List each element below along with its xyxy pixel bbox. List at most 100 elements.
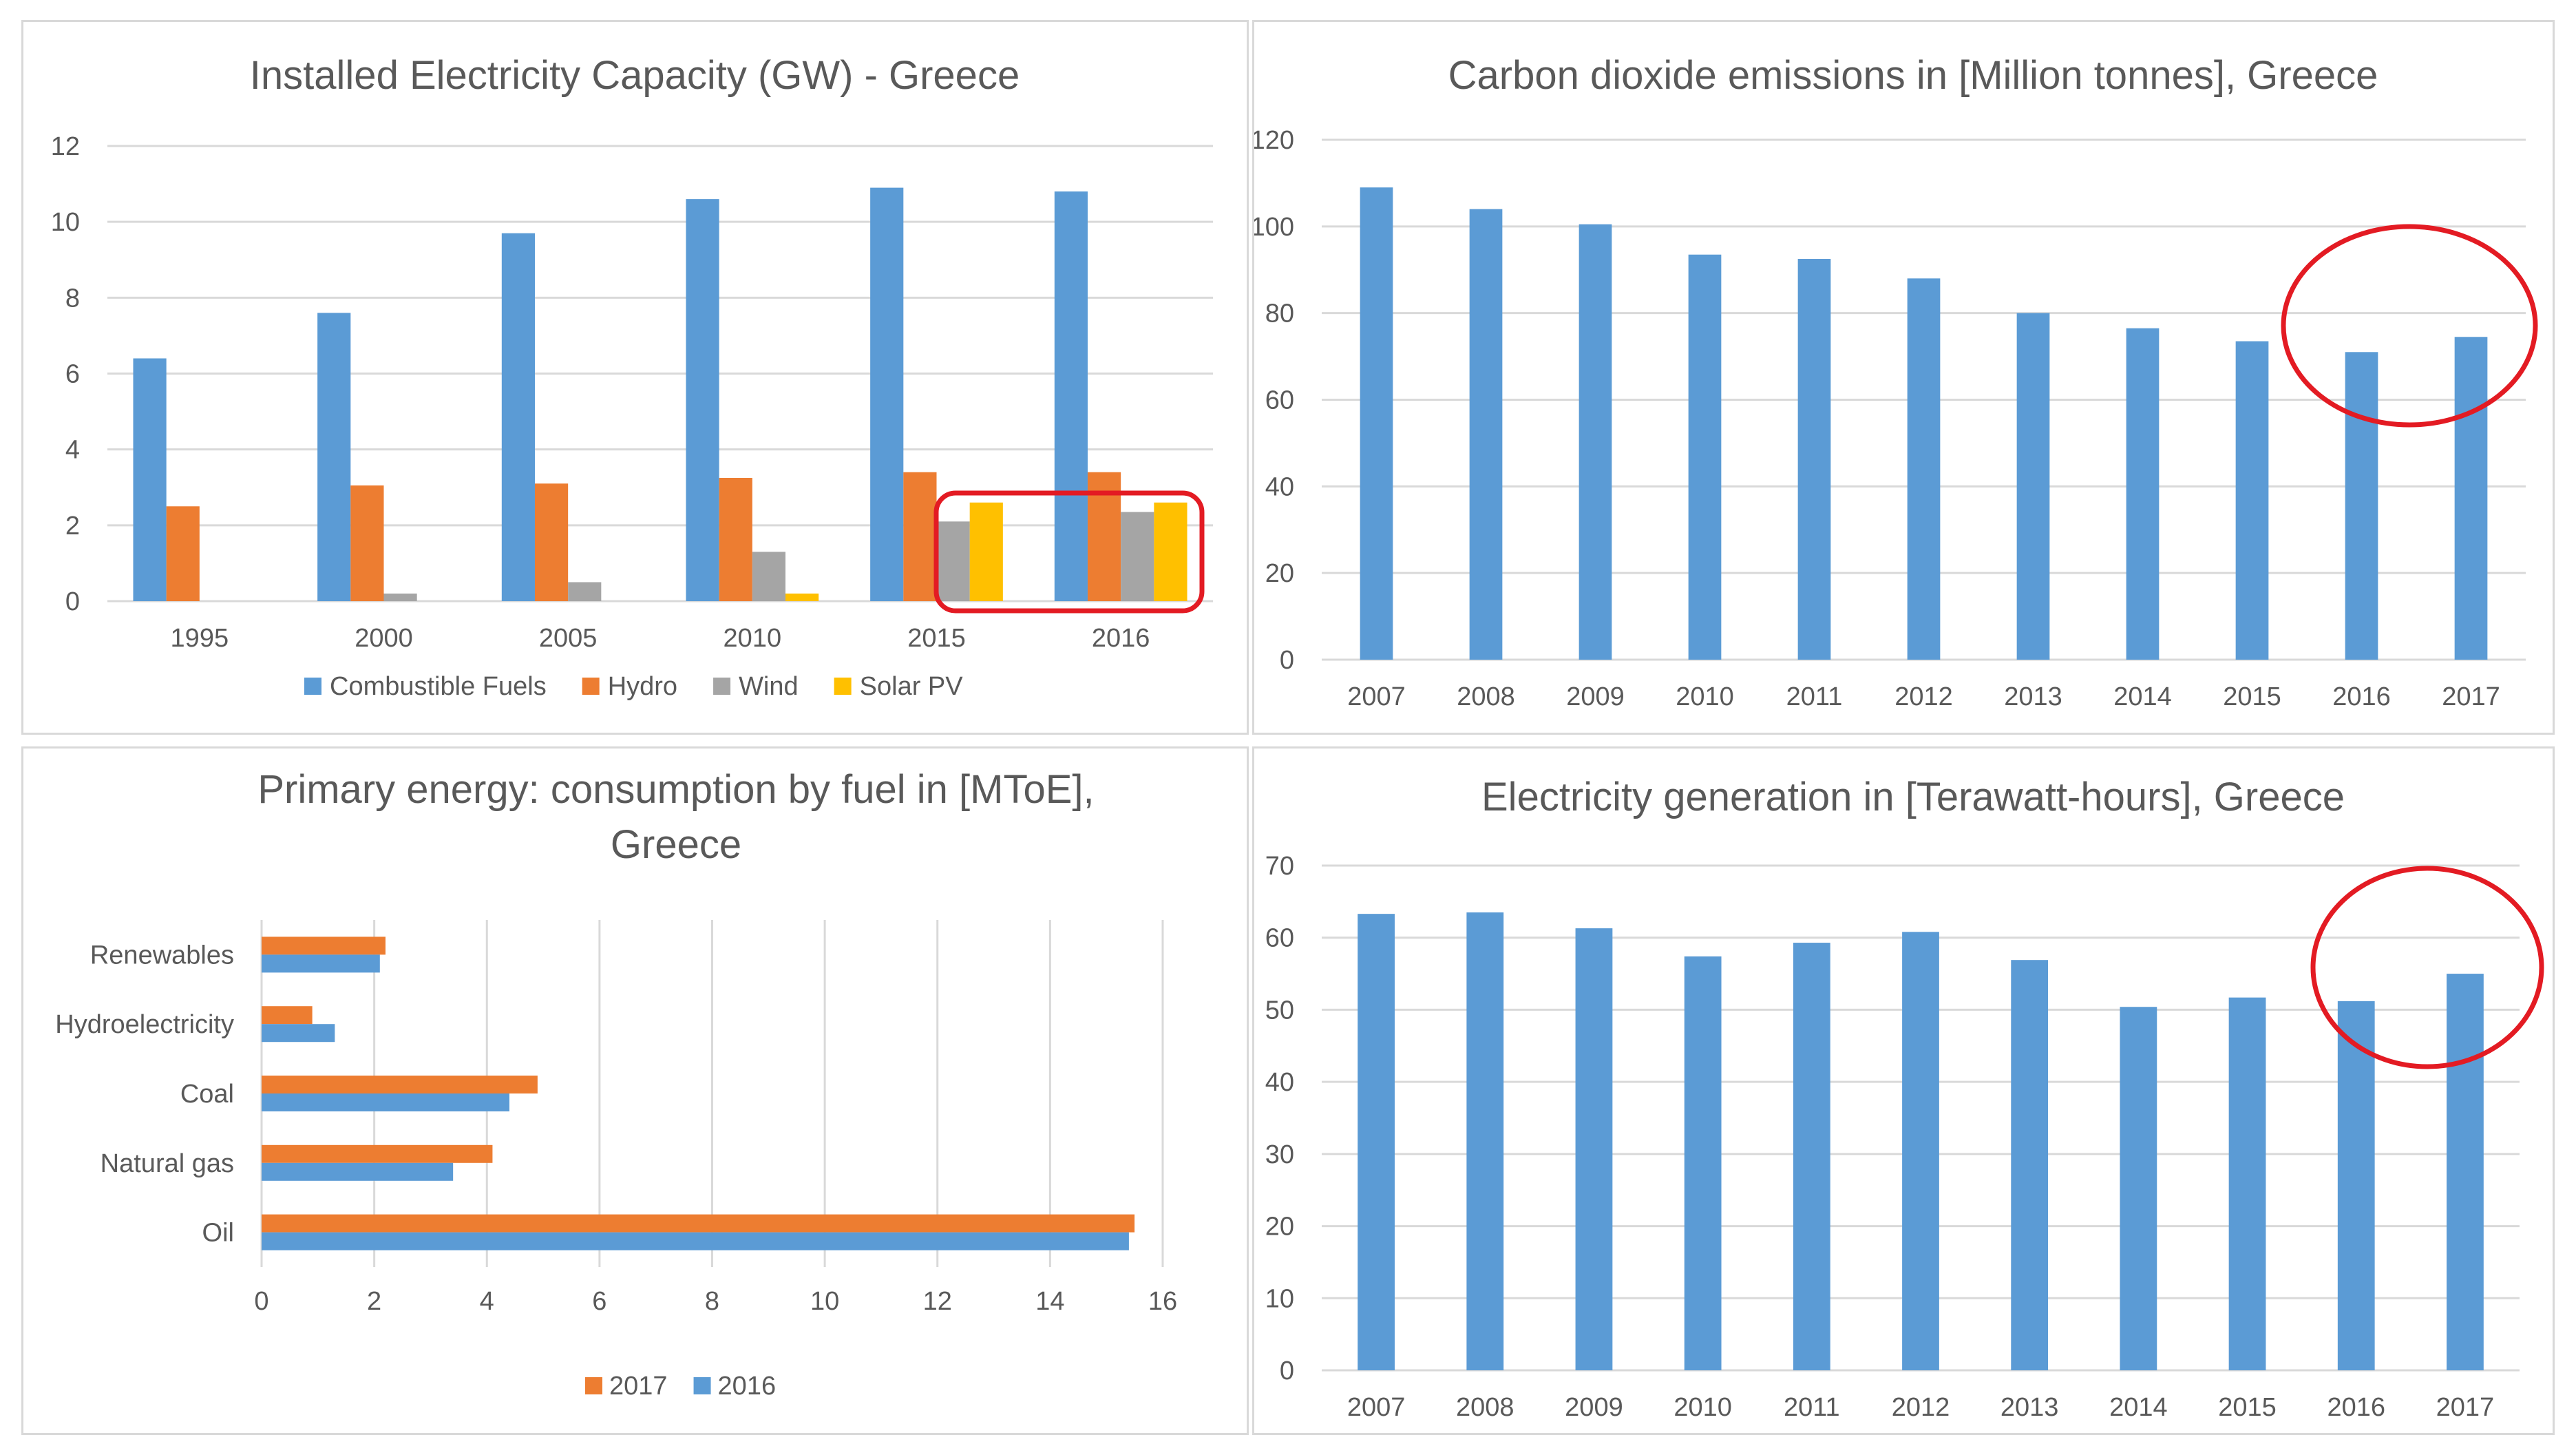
x-tick-label: 2012: [1894, 682, 1953, 711]
bar-hydroelectricity-2017: [262, 1006, 313, 1025]
x-tick-label: 0: [254, 1287, 268, 1316]
energy-chart-panel: Primary energy: consumption by fuel in […: [21, 746, 1249, 1435]
bar-2010-solar-pv: [785, 593, 819, 601]
bar-coal-2017: [262, 1076, 538, 1093]
x-tick-label: 2013: [2000, 1393, 2059, 1422]
bar-2013-co2-emissions: [2016, 313, 2050, 660]
x-tick-label: 2017: [2436, 1393, 2495, 1422]
chart-title: Installed Electricity Capacity (GW) - Gr…: [250, 53, 1020, 98]
x-tick-label: 2011: [1784, 1393, 1840, 1422]
bar-2014-co2-emissions: [2126, 328, 2160, 660]
x-tick-label: 2016: [1092, 624, 1150, 653]
bar-2015-co2-emissions: [2235, 341, 2269, 660]
y-tick-label: 8: [65, 284, 80, 313]
bar-2010-hydro: [719, 477, 752, 601]
x-tick-label: 2016: [2332, 682, 2391, 711]
bar-2015-combustible-fuels: [870, 187, 904, 601]
y-tick-label: 120: [1254, 126, 1294, 155]
x-tick-label: 2015: [2223, 682, 2281, 711]
x-tick-label: 2: [367, 1287, 381, 1316]
electricity-chart: Electricity generation in [Terawatt-hour…: [1265, 775, 2544, 1422]
y-tick-label: 0: [1280, 646, 1294, 675]
co2-chart-panel: Carbon dioxide emissions in [Million ton…: [1252, 20, 2555, 735]
x-tick-label: 2010: [724, 624, 782, 653]
highlight-circle: [2310, 866, 2544, 1069]
x-tick-label: 2017: [2442, 682, 2500, 711]
x-tick-label: 2016: [2327, 1393, 2385, 1422]
legend-label: Combustible Fuels: [330, 672, 547, 701]
bar-2015-solar-pv: [969, 502, 1003, 601]
x-tick-label: 16: [1148, 1287, 1177, 1316]
bar-1995-hydro: [166, 506, 200, 601]
highlight-circle: [2281, 224, 2538, 428]
bar-2015-wind: [936, 521, 970, 601]
bar-renewables-2017: [262, 936, 386, 955]
capacity-chart-panel: Installed Electricity Capacity (GW) - Gr…: [21, 20, 1249, 735]
energy-chart: Primary energy: consumption by fuel in […: [55, 767, 1177, 1401]
y-tick-label: 50: [1265, 996, 1294, 1025]
bar-2010-electricity-generation: [1684, 956, 1722, 1370]
bar-2016-wind: [1121, 512, 1154, 601]
bar-2009-electricity-generation: [1575, 928, 1613, 1370]
y-tick-label: 100: [1254, 213, 1294, 242]
x-tick-label: 2008: [1457, 682, 1515, 711]
legend-label: Solar PV: [860, 672, 964, 701]
bar-hydroelectricity-2016: [262, 1024, 335, 1043]
y-tick-label: 60: [1265, 924, 1294, 953]
x-tick-label: 14: [1035, 1287, 1064, 1316]
bar-2000-combustible-fuels: [317, 313, 351, 601]
y-tick-label: Oil: [202, 1219, 234, 1248]
y-tick-label: 0: [65, 587, 80, 616]
bar-2005-wind: [568, 582, 602, 601]
y-tick-label: Renewables: [90, 941, 234, 970]
y-tick-label: 60: [1265, 386, 1294, 415]
bar-2005-combustible-fuels: [501, 233, 535, 602]
y-tick-label: 4: [65, 436, 80, 465]
y-tick-label: 0: [1280, 1357, 1294, 1385]
x-tick-label: 2009: [1565, 1393, 1623, 1422]
y-tick-label: 2: [65, 512, 80, 541]
y-tick-label: Coal: [180, 1080, 234, 1109]
bar-2007-electricity-generation: [1358, 914, 1395, 1370]
bar-2014-electricity-generation: [2120, 1007, 2157, 1370]
legend-swatch-hydro: [582, 678, 600, 695]
bar-2010-wind: [752, 552, 786, 601]
bar-coal-2016: [262, 1093, 509, 1111]
y-tick-label: 40: [1265, 1068, 1294, 1097]
y-tick-label: 20: [1265, 559, 1294, 588]
legend-swatch-solar-pv: [834, 678, 852, 695]
y-tick-label: 10: [51, 208, 80, 237]
chart-title: Greece: [611, 822, 741, 867]
x-tick-label: 2010: [1676, 682, 1734, 711]
x-tick-label: 2014: [2109, 1393, 2168, 1422]
x-tick-label: 2015: [2218, 1393, 2277, 1422]
bar-2009-co2-emissions: [1579, 224, 1612, 660]
y-tick-label: 30: [1265, 1140, 1294, 1169]
legend-label: Wind: [739, 672, 799, 701]
bar-oil-2017: [262, 1214, 1135, 1233]
bar-2000-wind: [383, 593, 417, 601]
legend-label: 2017: [609, 1372, 668, 1401]
bar-renewables-2016: [262, 954, 380, 973]
bar-2011-co2-emissions: [1797, 259, 1831, 660]
x-tick-label: 10: [810, 1287, 839, 1316]
x-tick-label: 2010: [1674, 1393, 1732, 1422]
capacity-chart: Installed Electricity Capacity (GW) - Gr…: [51, 53, 1213, 701]
bar-2017-electricity-generation: [2447, 974, 2484, 1370]
x-tick-label: 4: [480, 1287, 494, 1316]
bar-2015-electricity-generation: [2228, 997, 2266, 1370]
bar-2012-co2-emissions: [1907, 278, 1941, 660]
x-tick-label: 2005: [539, 624, 598, 653]
x-tick-label: 2011: [1786, 682, 1843, 711]
y-tick-label: 70: [1265, 852, 1294, 881]
bar-2000-hydro: [350, 485, 384, 601]
x-tick-label: 6: [592, 1287, 606, 1316]
bar-2010-co2-emissions: [1688, 254, 1722, 660]
legend-swatch-combustible-fuels: [304, 678, 321, 695]
y-tick-label: Natural gas: [101, 1149, 234, 1178]
bar-1995-combustible-fuels: [133, 358, 167, 601]
x-tick-label: 2007: [1347, 1393, 1406, 1422]
chart-title: Primary energy: consumption by fuel in […: [257, 767, 1094, 812]
chart-title: Electricity generation in [Terawatt-hour…: [1481, 775, 2345, 819]
x-tick-label: 2009: [1566, 682, 1625, 711]
